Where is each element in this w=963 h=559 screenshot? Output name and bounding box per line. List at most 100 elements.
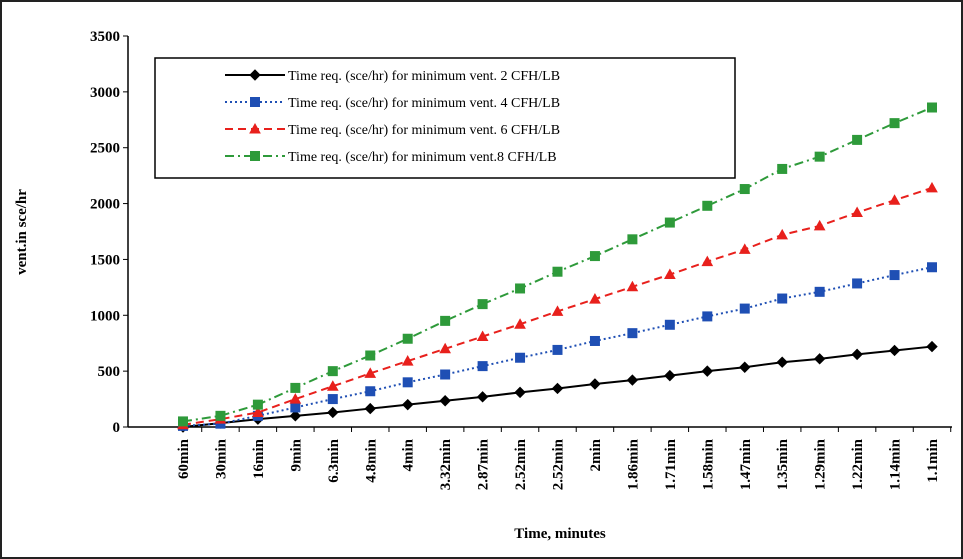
data-point: [476, 391, 489, 403]
data-point: [889, 118, 900, 129]
data-point: [851, 206, 863, 218]
x-tick-label: 1.1min: [925, 438, 941, 482]
data-point: [851, 348, 863, 361]
data-point: [589, 335, 600, 346]
x-tick-label: 1.14min: [888, 438, 904, 490]
data-point: [290, 402, 301, 413]
x-tick-label: 16min: [251, 438, 267, 479]
series-line: [182, 266, 933, 427]
data-point: [401, 398, 414, 411]
x-tick-label: 2.52min: [551, 438, 567, 490]
data-point: [589, 378, 601, 390]
data-point: [739, 184, 750, 195]
data-point: [439, 395, 451, 407]
data-point: [589, 251, 600, 262]
x-tick-label: 1.22min: [850, 438, 866, 490]
y-tick-label: 3000: [90, 85, 120, 101]
data-point: [401, 355, 414, 366]
data-point: [814, 286, 825, 297]
data-point: [926, 181, 938, 193]
y-tick-label: 0: [113, 420, 121, 436]
data-point: [289, 393, 302, 404]
data-point: [327, 394, 338, 405]
data-point: [702, 311, 713, 322]
data-point: [927, 102, 937, 113]
data-point: [702, 200, 713, 211]
data-point: [814, 151, 825, 162]
data-point: [589, 293, 601, 304]
data-point: [551, 305, 564, 316]
data-point: [178, 416, 188, 427]
data-point: [514, 318, 526, 329]
data-point: [701, 255, 714, 267]
data-point: [739, 361, 751, 373]
data-point: [777, 293, 788, 304]
data-point: [477, 361, 488, 372]
data-point: [326, 380, 339, 391]
x-tick-label: 1.35min: [775, 438, 791, 490]
data-point: [252, 399, 263, 410]
y-tick-label: 2500: [90, 141, 120, 157]
y-tick-label: 2000: [90, 197, 120, 213]
data-point: [515, 283, 526, 294]
y-tick-label: 3500: [90, 29, 120, 45]
data-point: [440, 315, 451, 326]
legend-marker: [249, 69, 261, 81]
data-point: [664, 319, 675, 330]
data-point: [813, 353, 826, 365]
data-point: [852, 134, 863, 145]
data-point: [440, 369, 451, 380]
data-point: [813, 219, 826, 231]
y-tick-label: 500: [98, 364, 121, 380]
data-point: [365, 350, 376, 361]
data-point: [252, 406, 264, 417]
y-tick-label: 1500: [90, 252, 120, 268]
data-point: [776, 356, 788, 368]
data-point: [664, 217, 675, 228]
y-axis-label: vent.in sce/hr: [14, 189, 30, 275]
x-tick-label: 9min: [288, 438, 304, 471]
x-tick-label: 1.29min: [813, 438, 829, 490]
data-point: [664, 268, 676, 280]
data-point: [852, 278, 863, 289]
x-tick-label: 30min: [213, 438, 229, 479]
data-point: [402, 333, 413, 344]
x-tick-label: 2.52min: [513, 438, 529, 490]
data-point: [514, 386, 526, 399]
data-point: [626, 280, 639, 292]
x-axis-label: Time, minutes: [514, 526, 606, 542]
data-point: [364, 367, 377, 378]
x-tick-label: 4.8min: [363, 438, 379, 482]
data-point: [365, 386, 376, 397]
x-tick-label: 1.71min: [663, 438, 679, 490]
data-point: [439, 342, 451, 354]
x-tick-label: 2min: [588, 438, 604, 471]
data-point: [627, 328, 638, 339]
data-point: [888, 344, 901, 357]
data-point: [664, 369, 676, 382]
legend-label: Time req. (sce/hr) for minimum vent.8 CF…: [288, 150, 557, 165]
data-point: [364, 402, 376, 415]
data-point: [327, 406, 339, 419]
legend-marker: [249, 122, 261, 134]
data-point: [477, 299, 488, 310]
data-point: [626, 374, 639, 386]
legend-label: Time req. (sce/hr) for minimum vent. 2 C…: [288, 69, 560, 84]
data-point: [476, 330, 489, 342]
data-point: [889, 270, 900, 281]
x-tick-label: 60min: [176, 438, 192, 479]
x-tick-label: 6.3min: [326, 438, 342, 482]
data-point: [627, 234, 638, 245]
data-point: [739, 303, 750, 314]
data-point: [777, 163, 788, 174]
y-tick-label: 1000: [90, 308, 120, 324]
data-point: [215, 410, 226, 421]
legend-label: Time req. (sce/hr) for minimum vent. 4 C…: [288, 96, 560, 111]
x-tick-label: 1.86min: [625, 438, 641, 490]
data-point: [888, 194, 901, 205]
data-point: [552, 344, 563, 355]
x-tick-label: 1.58min: [700, 438, 716, 490]
legend-label: Time req. (sce/hr) for minimum vent. 6 C…: [288, 123, 560, 138]
x-tick-label: 1.47min: [738, 438, 754, 490]
